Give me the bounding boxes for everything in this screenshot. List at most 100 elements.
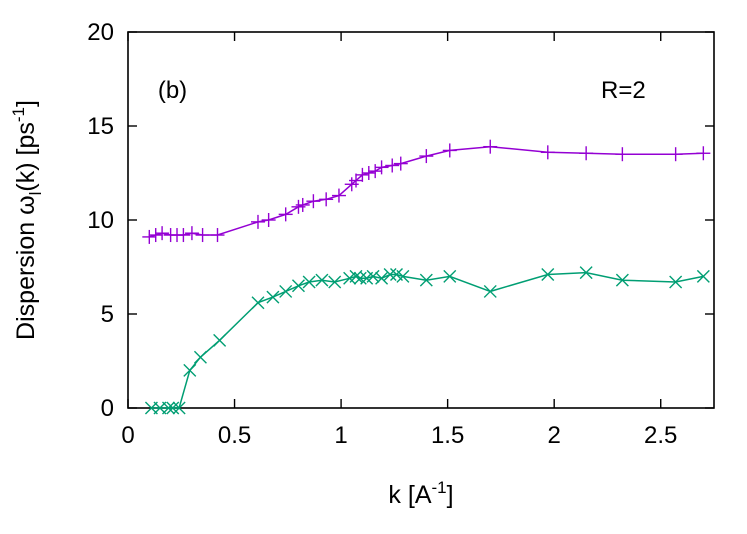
data-point (142, 229, 157, 244)
data-point (668, 147, 683, 162)
data-point (375, 271, 389, 285)
data-point-mark (483, 284, 497, 298)
y-tick-label: 10 (87, 207, 114, 234)
data-point (483, 139, 498, 154)
y-axis-label-mid: (k) [ps (12, 122, 40, 191)
data-point-mark (375, 271, 389, 285)
data-point (368, 164, 383, 179)
data-point-mark (213, 333, 227, 347)
data-point-mark (328, 275, 342, 289)
data-point (302, 275, 316, 289)
data-point-mark (669, 275, 683, 289)
series-layer (142, 139, 711, 415)
data-point (442, 143, 457, 158)
x-tick-label: 1 (334, 422, 347, 449)
data-point (383, 268, 397, 282)
data-point (419, 149, 434, 164)
data-point-mark (172, 401, 186, 415)
x-axis-label: k [A-1] (388, 478, 453, 509)
data-point-mark (541, 268, 555, 282)
data-point (393, 156, 408, 171)
data-point-mark (443, 269, 457, 283)
data-point (195, 228, 210, 243)
data-point (210, 228, 225, 243)
x-tick-label: 0.5 (218, 422, 251, 449)
data-point (279, 284, 293, 298)
data-point (176, 228, 191, 243)
data-point (291, 279, 305, 293)
data-point-mark (183, 363, 197, 377)
data-point (266, 290, 280, 304)
data-point (366, 269, 380, 283)
data-point (353, 271, 367, 285)
data-point (419, 273, 433, 287)
data-point (331, 188, 346, 203)
x-axis-label-superscript: -1 (432, 478, 447, 497)
data-point-mark (396, 269, 410, 283)
data-point (278, 207, 293, 222)
data-point (443, 269, 457, 283)
series-2-line (151, 271, 704, 409)
y-axis-label-subscript: l (26, 192, 45, 196)
series-2 (144, 266, 710, 415)
data-point (166, 401, 180, 415)
x-tick-label: 2.5 (644, 422, 677, 449)
data-point-mark (302, 275, 316, 289)
y-axis-label-superscript: -1 (9, 107, 28, 122)
data-point (315, 273, 329, 287)
data-point-mark (193, 350, 207, 364)
x-tick-label: 0 (121, 422, 134, 449)
data-point (579, 146, 594, 161)
data-point-mark (315, 273, 329, 287)
data-point-mark (266, 290, 280, 304)
annotation-label: (b) (158, 77, 187, 104)
data-point (374, 160, 389, 175)
y-tick-label: 20 (87, 19, 114, 46)
data-point (483, 284, 497, 298)
axis-ticks: 0 0.5 1 1.5 2 2.5 0 5 10 15 20 (87, 19, 714, 449)
data-point (696, 146, 711, 161)
data-point (696, 269, 710, 283)
data-point (161, 401, 175, 415)
data-point-mark (291, 279, 305, 293)
data-point (541, 268, 555, 282)
data-point-mark (279, 284, 293, 298)
data-point-mark (383, 268, 397, 282)
data-point (319, 192, 334, 207)
y-tick-label: 5 (101, 301, 114, 328)
data-point (306, 194, 321, 209)
data-point-mark (166, 401, 180, 415)
data-point (148, 228, 163, 243)
data-point-mark (419, 273, 433, 287)
data-point-mark (366, 269, 380, 283)
data-point (295, 197, 310, 212)
data-point (213, 333, 227, 347)
data-point (261, 213, 276, 227)
data-point (184, 226, 199, 241)
data-point-mark (579, 266, 593, 280)
data-point (669, 275, 683, 289)
data-point (349, 269, 363, 283)
x-axis-label-close: ] (447, 481, 454, 509)
data-point (193, 350, 207, 364)
data-point-mark (353, 271, 367, 285)
y-tick-label: 15 (87, 113, 114, 140)
y-tick-label: 0 (101, 395, 114, 422)
data-point-mark (251, 296, 265, 310)
data-point (355, 167, 370, 182)
annotation-layer: (b) R=2 (158, 77, 646, 104)
y-axis-label-close: ] (12, 100, 40, 107)
data-point (172, 401, 186, 415)
y-axis-label: Dispersion ωl(k) [ps-1] (9, 100, 45, 340)
data-point (155, 226, 170, 241)
data-point (183, 363, 197, 377)
data-point (349, 173, 364, 188)
x-tick-label: 1.5 (431, 422, 464, 449)
data-point (328, 275, 342, 289)
data-point (615, 273, 629, 287)
data-point-mark (696, 269, 710, 283)
data-point (251, 296, 265, 310)
data-point-mark (615, 273, 629, 287)
data-point-mark (389, 268, 403, 282)
